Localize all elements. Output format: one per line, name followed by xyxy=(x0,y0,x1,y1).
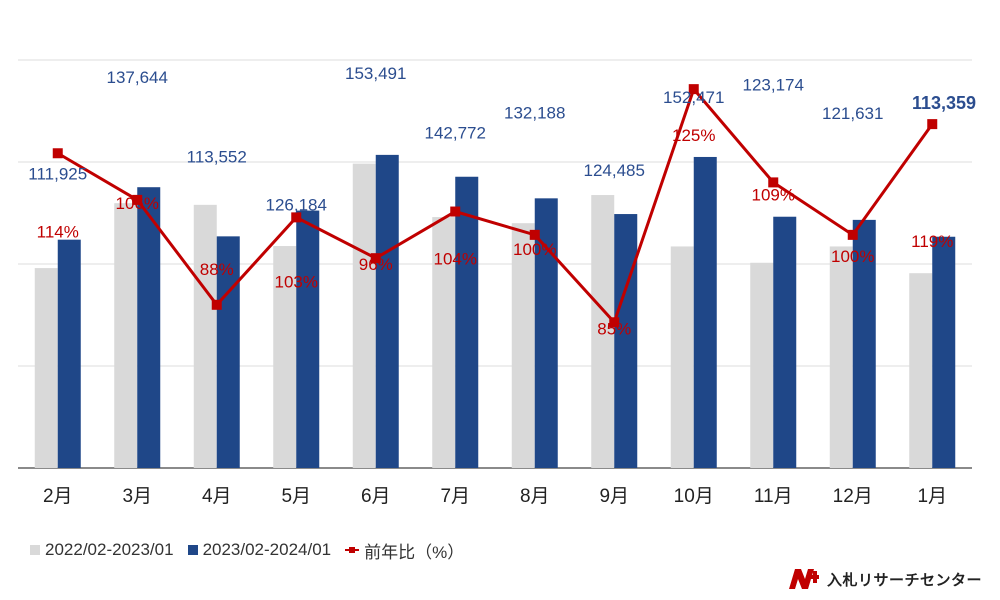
yoy-point xyxy=(768,177,779,188)
bar-prev-year xyxy=(511,223,535,468)
yoy-point xyxy=(132,194,143,205)
x-tick-label: 1月 xyxy=(917,486,947,507)
yoy-point xyxy=(370,253,381,264)
x-tick-label: 2月 xyxy=(43,486,73,507)
bar-current-year xyxy=(534,198,558,468)
bar-current-year xyxy=(614,214,638,468)
bar-current-year xyxy=(932,236,956,468)
legend-swatch-prev-year xyxy=(30,545,40,555)
x-tick-label: 10月 xyxy=(674,486,714,507)
x-tick-label: 11月 xyxy=(754,486,793,507)
bar-value-label: 113,359 xyxy=(912,93,976,113)
yoy-point xyxy=(529,229,540,240)
legend-item-current-year: 2023/02-2024/01 xyxy=(187,540,332,560)
yoy-point xyxy=(211,299,222,310)
legend-label-current-year: 2023/02-2024/01 xyxy=(202,540,332,559)
bar-value-label: 132,188 xyxy=(504,103,565,122)
x-tick-label: 8月 xyxy=(520,486,550,507)
yoy-percent-label: 106% xyxy=(116,194,159,213)
legend-marker-yoy-icon xyxy=(345,547,360,553)
legend-item-yoy: 前年比（%） xyxy=(345,538,464,563)
bar-value-label: 137,644 xyxy=(107,68,168,87)
yoy-percent-label: 104% xyxy=(434,250,477,269)
legend-label-yoy: 前年比（%） xyxy=(364,542,465,562)
yoy-line xyxy=(56,86,934,326)
bar-current-year xyxy=(693,156,717,468)
bar-value-label: 152,471 xyxy=(663,88,724,107)
bar-current-year xyxy=(455,176,479,468)
bar-value-label: 113,552 xyxy=(187,147,247,166)
bar-prev-year xyxy=(34,268,58,468)
bar-prev-year xyxy=(114,203,138,468)
bar-value-label: 153,491 xyxy=(345,64,406,83)
yoy-percent-label: 125% xyxy=(672,126,715,145)
yoy-percent-label: 100% xyxy=(513,240,556,259)
legend-item-prev-year: 2022/02-2023/01 xyxy=(30,540,174,560)
x-tick-label: 12月 xyxy=(833,486,873,507)
bar-prev-year xyxy=(670,246,694,468)
bar-current-year xyxy=(773,216,797,468)
bar-value-label: 124,485 xyxy=(584,161,645,180)
bar-value-label: 142,772 xyxy=(425,124,486,143)
bar-value-label: 121,631 xyxy=(822,104,883,123)
yoy-point xyxy=(450,206,461,217)
x-tick-label: 3月 xyxy=(122,486,152,507)
bar-current-year xyxy=(216,236,240,468)
yoy-point xyxy=(52,148,63,159)
chart-gridlines xyxy=(18,59,972,469)
bar-prev-year xyxy=(591,195,615,468)
x-tick-label: 9月 xyxy=(599,486,629,507)
yoy-percent-label: 85% xyxy=(597,319,631,338)
x-tick-label: 7月 xyxy=(440,486,470,507)
chart-legend: 2022/02-2023/01 2023/02-2024/01 前年比（%） xyxy=(30,538,478,562)
yoy-percent-label: 114% xyxy=(37,222,79,241)
combo-chart: 2月 3月 4月 5月 6月 7月 8月 9月 10月 11月 12月 1月 111,925 137,6… xyxy=(18,59,976,507)
yoy-line-series xyxy=(52,84,938,328)
yoy-point xyxy=(609,317,620,328)
chart-data-labels: 111,925 137,644 113,552 126,184 153,491 142,7… xyxy=(28,64,976,338)
yoy-point xyxy=(927,119,938,130)
bar-value-label: 126,184 xyxy=(266,196,327,215)
yoy-percent-label: 103% xyxy=(275,272,318,291)
legend-label-prev-year: 2022/02-2023/01 xyxy=(45,540,174,559)
brand-name: 入札リサーチセンター xyxy=(826,571,982,589)
chart-bars xyxy=(34,154,956,468)
yoy-percent-label: 119% xyxy=(911,232,953,251)
bar-value-label: 111,925 xyxy=(28,165,87,184)
yoy-point xyxy=(847,229,858,240)
bar-prev-year xyxy=(432,217,456,468)
brand-logo: 入札リサーチセンター xyxy=(787,566,982,592)
x-tick-label: 5月 xyxy=(281,486,311,507)
bar-prev-year xyxy=(352,163,376,468)
yoy-percent-label: 96% xyxy=(359,255,393,274)
legend-swatch-current-year xyxy=(187,545,198,555)
bar-prev-year xyxy=(750,262,774,468)
x-tick-label: 4月 xyxy=(202,486,232,507)
bar-prev-year xyxy=(829,246,853,468)
yoy-percent-label: 100% xyxy=(831,247,874,266)
bar-current-year xyxy=(852,219,876,468)
yoy-point xyxy=(291,212,302,223)
bar-current-year xyxy=(137,187,161,468)
x-tick-label: 6月 xyxy=(361,486,391,507)
bar-current-year xyxy=(375,154,399,468)
nyusatsu-logo-icon xyxy=(788,569,819,589)
x-axis-tick-labels: 2月 3月 4月 5月 6月 7月 8月 9月 10月 11月 12月 1月 xyxy=(43,486,947,507)
bar-prev-year xyxy=(193,204,217,468)
bar-value-label: 123,174 xyxy=(743,76,804,95)
yoy-point xyxy=(688,84,699,95)
yoy-percent-label: 109% xyxy=(752,185,795,204)
yoy-percent-label: 88% xyxy=(200,260,234,279)
bar-current-year xyxy=(296,210,320,468)
bar-prev-year xyxy=(273,246,297,468)
bar-prev-year xyxy=(909,273,933,468)
bar-current-year xyxy=(57,239,81,468)
